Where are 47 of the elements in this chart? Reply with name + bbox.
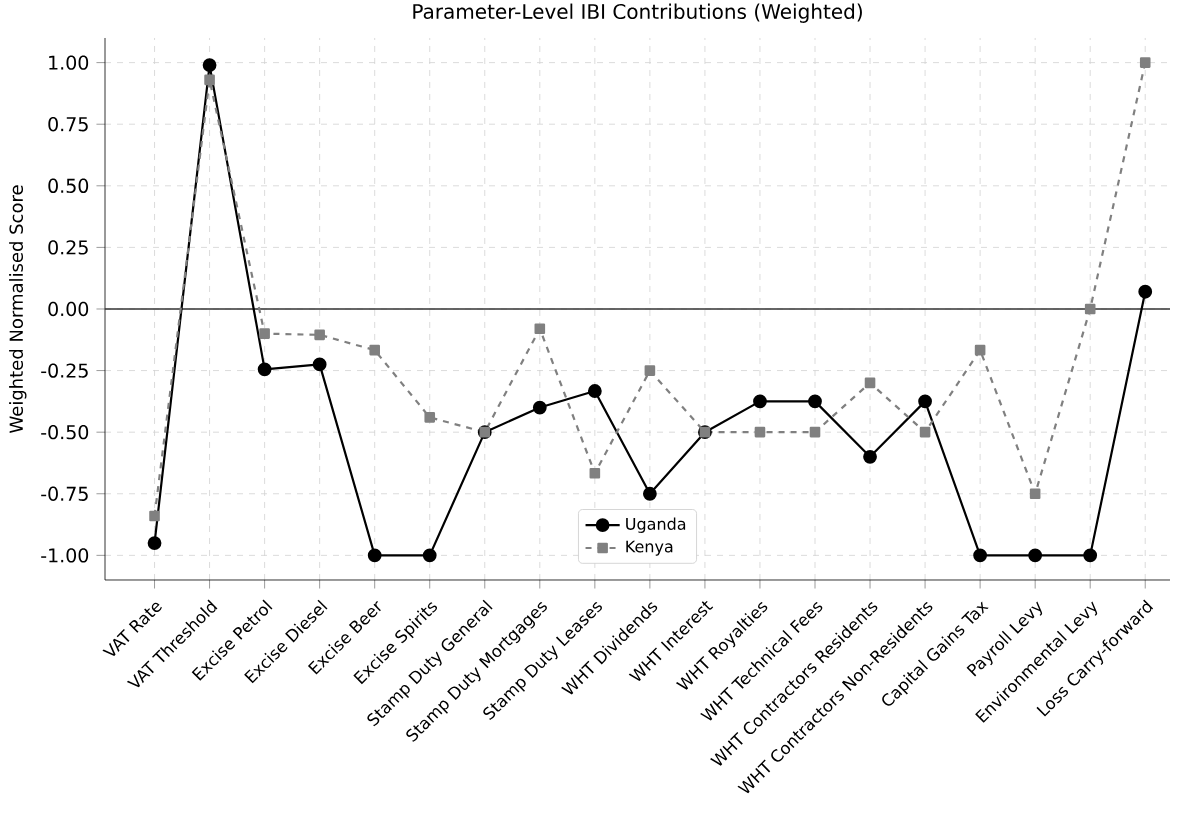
point (1084, 303, 1096, 315)
point (257, 362, 272, 377)
point (642, 486, 657, 501)
point (1028, 548, 1043, 563)
point (202, 58, 217, 72)
y-tick-label: 1.00 (49, 55, 89, 70)
y-tick-label: -1.00 (41, 548, 89, 563)
y-tick-label: 0.50 (48, 178, 89, 193)
point (147, 536, 162, 550)
point (1138, 284, 1153, 299)
y-tick-label: -0.75 (41, 486, 88, 501)
point (1139, 57, 1151, 68)
y-tick-label: 0.75 (48, 117, 88, 132)
y-axis-title: Weighted Normalised Score (9, 185, 27, 433)
point (369, 344, 380, 356)
point (918, 394, 932, 409)
point (1083, 548, 1098, 563)
point (422, 548, 437, 563)
point (149, 510, 160, 522)
point (864, 377, 876, 389)
point (754, 426, 766, 438)
point (532, 400, 547, 415)
point (589, 468, 601, 479)
legend-label: Kenya (626, 540, 673, 556)
point (534, 323, 546, 334)
point (863, 449, 877, 464)
y-tick-label: -0.25 (41, 363, 88, 378)
point (809, 426, 821, 438)
point (259, 328, 270, 339)
point (314, 329, 325, 341)
point (974, 344, 986, 356)
point (808, 394, 822, 409)
point (1029, 488, 1041, 500)
y-tick-label: 0.00 (48, 301, 89, 317)
point (424, 412, 436, 423)
y-tick-label: 0.25 (48, 240, 88, 255)
point (753, 394, 767, 409)
chart-title: Parameter-Level IBI Contributions (Weighted) (413, 3, 862, 23)
legend-label: Uganda (626, 517, 686, 533)
point (644, 365, 656, 376)
point (973, 548, 988, 563)
point (204, 74, 215, 86)
point (367, 548, 382, 563)
point (312, 357, 327, 372)
y-tick-label: -0.50 (41, 424, 89, 440)
point (587, 384, 602, 398)
point (919, 426, 931, 438)
